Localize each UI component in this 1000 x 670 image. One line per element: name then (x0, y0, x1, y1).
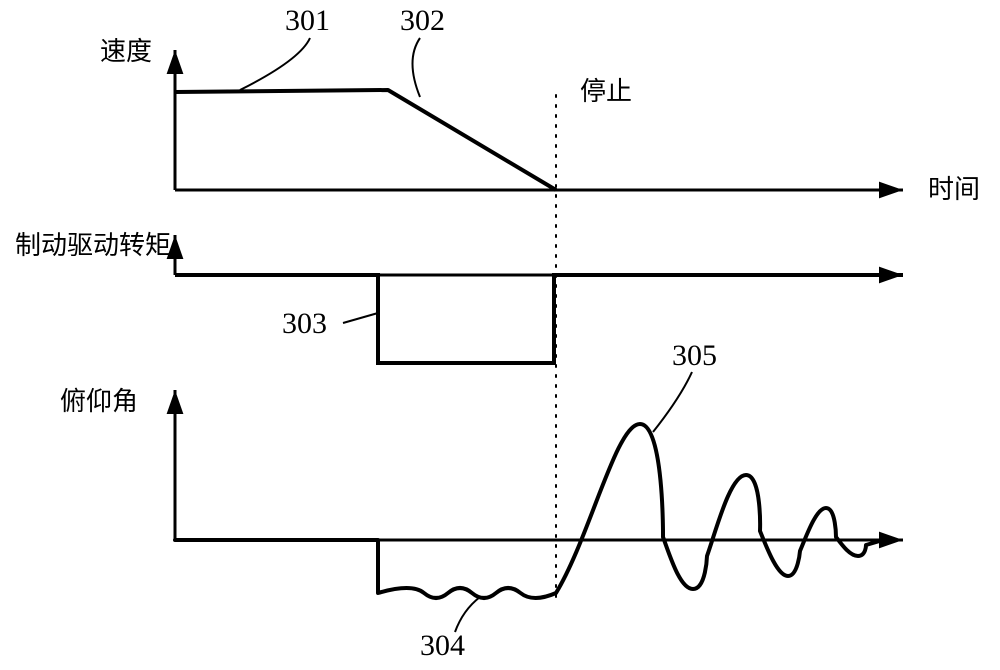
svg-text:301: 301 (285, 4, 330, 37)
plot3-ylabel: 俯仰角 (60, 387, 138, 416)
plot1-xlabel: 时间 (928, 175, 980, 204)
plot2-ylabel: 制动驱动转矩 (15, 231, 171, 260)
plot1-ylabel: 速度 (100, 37, 152, 66)
svg-text:305: 305 (672, 339, 717, 372)
svg-text:302: 302 (400, 4, 445, 37)
stop-label: 停止 (580, 77, 632, 106)
svg-text:304: 304 (420, 629, 465, 662)
svg-text:303: 303 (282, 307, 327, 340)
